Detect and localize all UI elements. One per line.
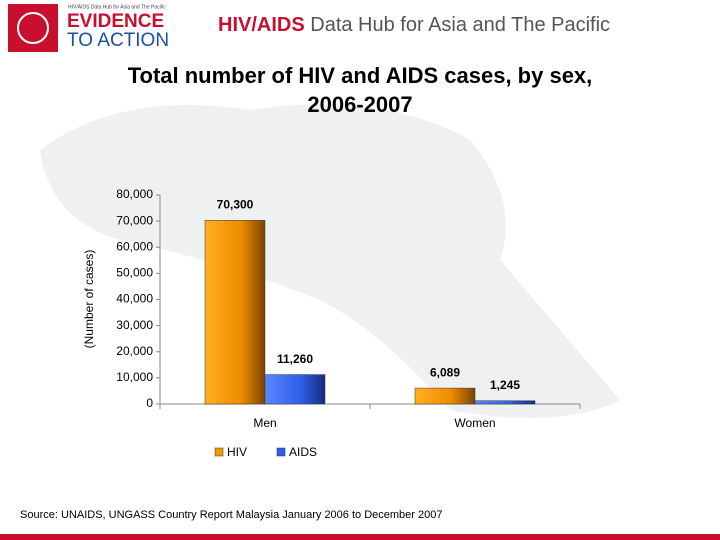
- y-tick-label: 20,000: [116, 344, 153, 358]
- map-shape: [40, 104, 620, 419]
- y-tick-label: 30,000: [116, 318, 153, 332]
- y-tick-label: 80,000: [116, 187, 153, 201]
- logo-line2: TO ACTION: [67, 30, 169, 51]
- legend-label: HIV: [227, 445, 247, 459]
- logo-line1: EVIDENCE: [67, 11, 164, 32]
- brand: HIV/AIDS Data Hub for Asia and The Pacif…: [218, 14, 610, 36]
- brand-bold: HIV/AIDS: [218, 14, 305, 36]
- bar: [204, 220, 266, 405]
- chart-title: 2006-2007: [307, 92, 412, 117]
- y-axis-label: (Number of cases): [82, 250, 96, 349]
- x-tick-label: Men: [253, 416, 276, 430]
- bar: [474, 400, 536, 405]
- footer-bar: [0, 534, 720, 540]
- header-bar: [0, 0, 720, 56]
- legend-label: AIDS: [289, 445, 317, 459]
- y-tick-label: 40,000: [116, 292, 153, 306]
- logo-emblem: [8, 4, 58, 52]
- brand-rest: Data Hub for Asia and The Pacific: [310, 14, 610, 36]
- y-tick-label: 70,000: [116, 213, 153, 227]
- logo-tagline: HIV/AIDS Data Hub for Asia and The Pacif…: [68, 4, 166, 10]
- y-tick-label: 50,000: [116, 266, 153, 280]
- legend-swatch: [214, 447, 224, 457]
- bar: [264, 374, 326, 405]
- y-tick-label: 10,000: [116, 370, 153, 384]
- source-note: Source: UNAIDS, UNGASS Country Report Ma…: [20, 509, 442, 521]
- value-label: 70,300: [217, 198, 254, 212]
- value-label: 6,089: [430, 365, 460, 379]
- legend-swatch: [276, 447, 286, 457]
- y-tick-label: 0: [146, 396, 153, 410]
- x-tick-label: Women: [454, 416, 495, 430]
- logo-globe: [17, 12, 49, 44]
- bar: [414, 387, 476, 405]
- chart-title: Total number of HIV and AIDS cases, by s…: [128, 63, 593, 88]
- y-tick-label: 60,000: [116, 239, 153, 253]
- value-label: 1,245: [490, 378, 520, 392]
- value-label: 11,260: [277, 352, 313, 366]
